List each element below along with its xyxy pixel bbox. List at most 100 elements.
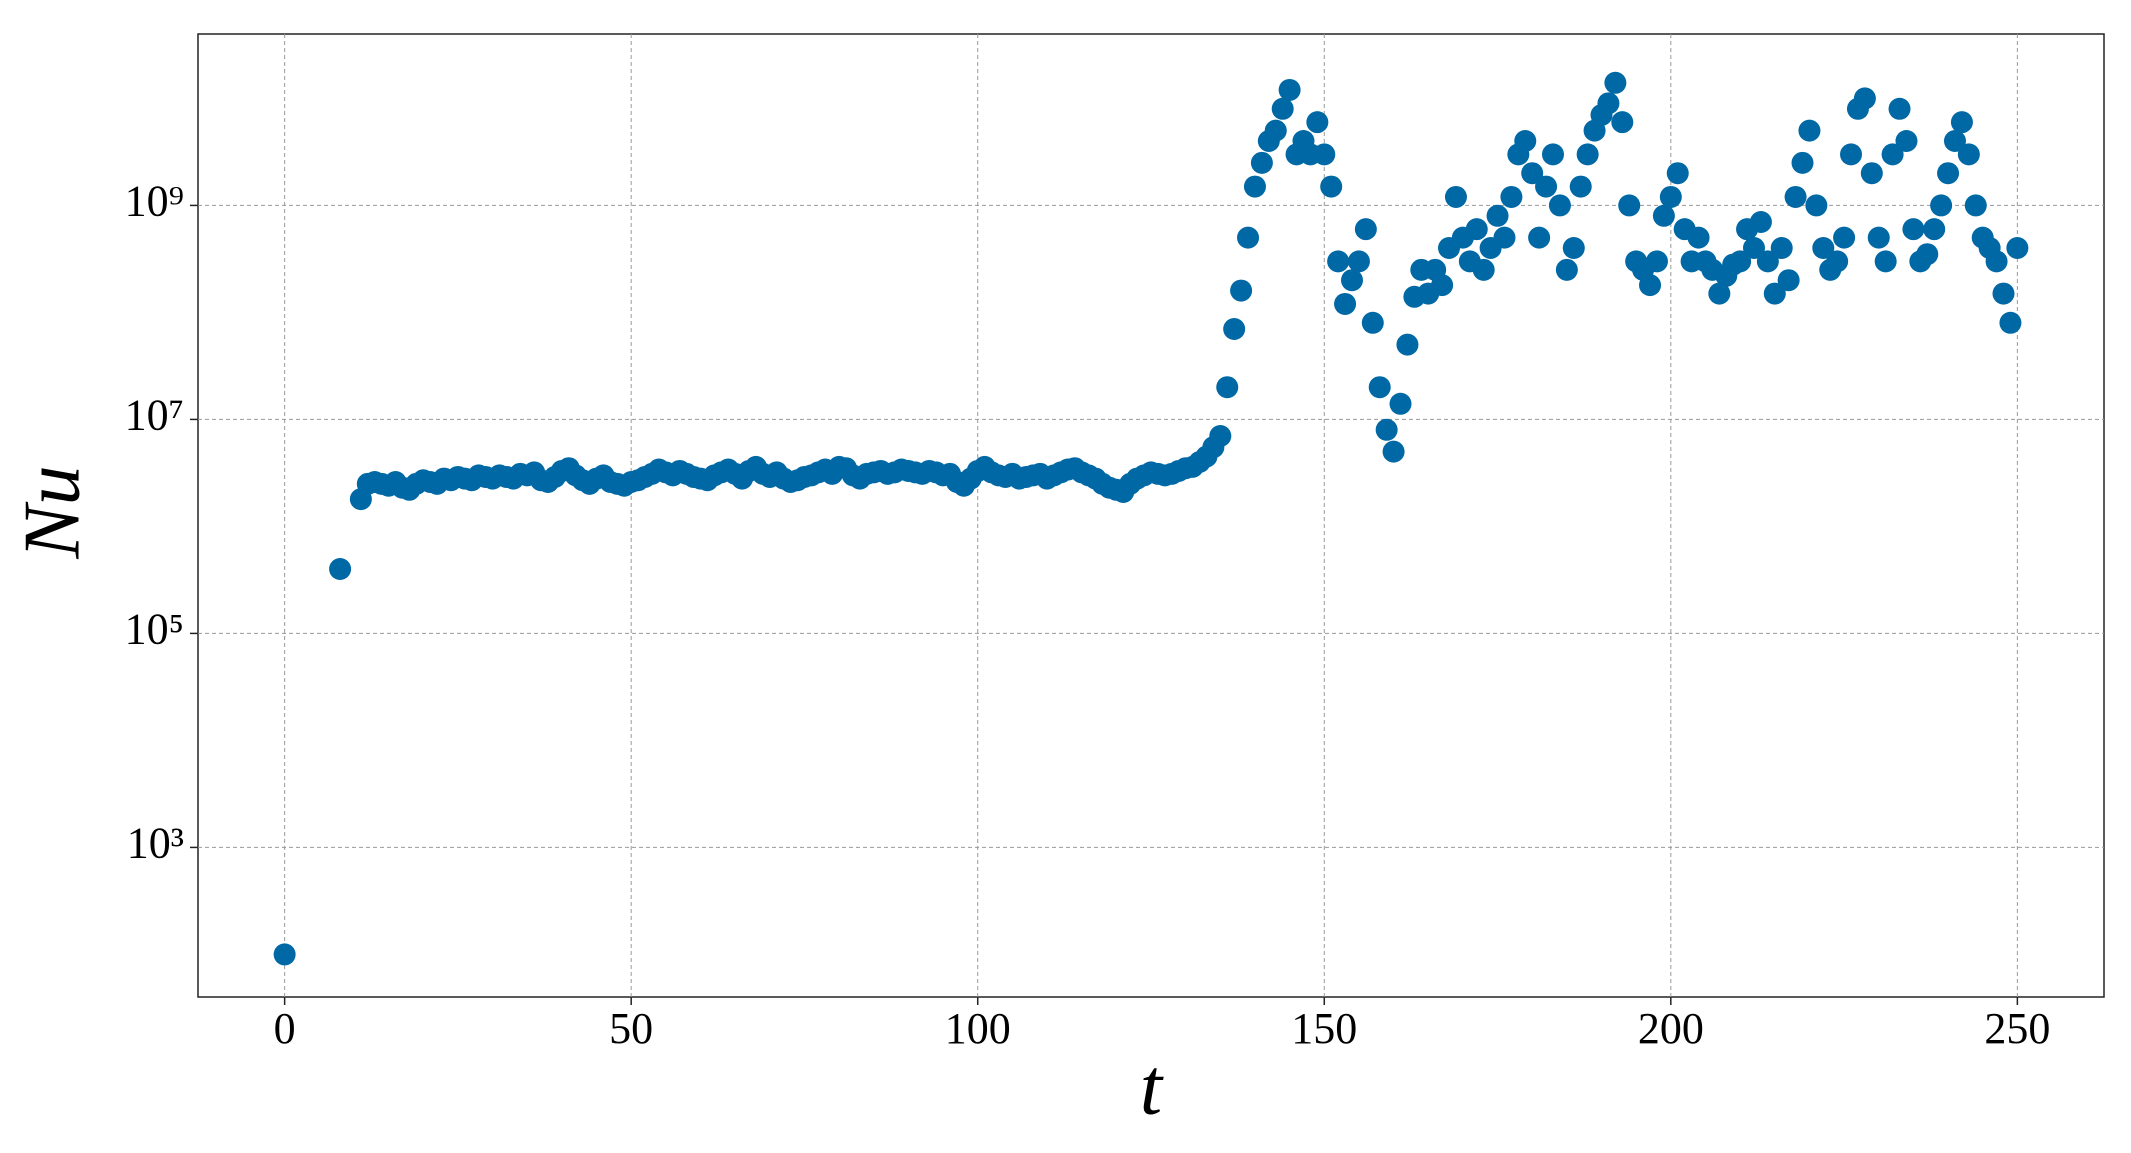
data-point <box>1770 237 1793 259</box>
data-point <box>1541 143 1564 166</box>
data-point <box>1957 143 1980 166</box>
data-point <box>1278 78 1301 101</box>
data-point <box>1840 143 1863 166</box>
data-point <box>1645 250 1668 273</box>
data-point <box>1964 194 1987 217</box>
data-point <box>1729 250 1752 273</box>
data-point <box>1486 204 1509 227</box>
data-point <box>1950 111 1973 134</box>
data-point <box>1791 151 1814 174</box>
data-point <box>1382 440 1405 463</box>
data-point <box>1833 226 1856 249</box>
data-point <box>1209 424 1232 447</box>
data-point <box>1611 111 1634 134</box>
data-point <box>1431 274 1454 297</box>
data-point <box>1812 237 1835 259</box>
x-tick-label: 100 <box>945 1004 1011 1053</box>
data-point <box>1548 194 1571 217</box>
data-point <box>1756 250 1779 273</box>
data-point <box>1687 226 1710 249</box>
data-point <box>1888 97 1911 120</box>
data-point <box>1472 258 1495 281</box>
data-point <box>1327 250 1350 273</box>
data-point <box>1652 204 1675 227</box>
data-point <box>1334 292 1357 315</box>
data-point <box>1639 274 1662 297</box>
data-point <box>1555 258 1578 281</box>
data-point <box>273 943 296 966</box>
data-point <box>1216 376 1239 399</box>
data-point <box>1749 210 1772 233</box>
data-point <box>1368 376 1391 399</box>
y-tick-label: 10³ <box>127 819 184 868</box>
data-point <box>1250 151 1273 174</box>
data-point <box>1243 175 1266 198</box>
data-point <box>1354 218 1377 241</box>
data-point <box>1999 311 2022 334</box>
data-point <box>1230 279 1253 302</box>
data-point <box>1271 97 1294 120</box>
data-point <box>1618 194 1641 217</box>
data-point <box>1320 175 1343 198</box>
data-point <box>1465 218 1488 241</box>
data-point <box>1930 194 1953 217</box>
y-axis-label: Nu <box>8 465 96 559</box>
data-point <box>1798 119 1821 142</box>
data-point <box>1992 282 2015 305</box>
data-point <box>1853 87 1876 110</box>
data-point <box>1881 143 1904 166</box>
y-tick-label: 10⁹ <box>125 177 184 226</box>
data-point <box>1666 162 1689 185</box>
data-point <box>1347 250 1370 273</box>
data-point <box>1597 92 1620 115</box>
data-point <box>2006 237 2029 259</box>
x-tick-label: 250 <box>1984 1004 2050 1053</box>
data-point <box>1708 282 1731 305</box>
data-point <box>1562 237 1585 259</box>
data-point <box>1500 185 1523 208</box>
data-point <box>1916 243 1939 266</box>
data-point <box>1805 194 1828 217</box>
data-point <box>1375 418 1398 441</box>
data-point <box>1576 143 1599 166</box>
data-point <box>329 558 352 580</box>
data-point <box>1985 250 2008 273</box>
data-point <box>1763 282 1786 305</box>
data-point <box>1742 237 1765 259</box>
data-point <box>1514 130 1537 152</box>
data-point <box>1777 269 1800 292</box>
data-point <box>1493 226 1516 249</box>
data-point <box>1784 185 1807 208</box>
data-point <box>1923 218 1946 241</box>
x-axis-label: t <box>1140 1043 1164 1131</box>
x-tick-label: 50 <box>609 1004 653 1053</box>
data-point <box>1874 250 1897 273</box>
data-point <box>1860 162 1883 185</box>
data-point <box>1659 185 1682 208</box>
data-point <box>1535 175 1558 198</box>
data-point <box>1521 162 1544 185</box>
data-point <box>1902 218 1925 241</box>
x-tick-label: 0 <box>274 1004 296 1053</box>
data-point <box>1895 130 1918 152</box>
plot-frame <box>197 33 2105 998</box>
data-point <box>1361 311 1384 334</box>
y-tick-label: 10⁷ <box>125 391 184 440</box>
data-point <box>1396 333 1419 356</box>
data-point <box>1264 119 1287 142</box>
data-point <box>1444 185 1467 208</box>
data-point <box>1867 226 1890 249</box>
data-point <box>1306 111 1329 134</box>
y-tick-label: 10⁵ <box>125 605 184 654</box>
data-point <box>1826 250 1849 273</box>
data-point <box>1528 226 1551 249</box>
data-point <box>1340 269 1363 292</box>
data-point <box>1389 392 1412 415</box>
x-tick-label: 150 <box>1291 1004 1357 1053</box>
data-point <box>1569 175 1592 198</box>
data-point <box>1937 162 1960 185</box>
data-point <box>1313 143 1336 166</box>
data-point <box>1943 130 1966 152</box>
